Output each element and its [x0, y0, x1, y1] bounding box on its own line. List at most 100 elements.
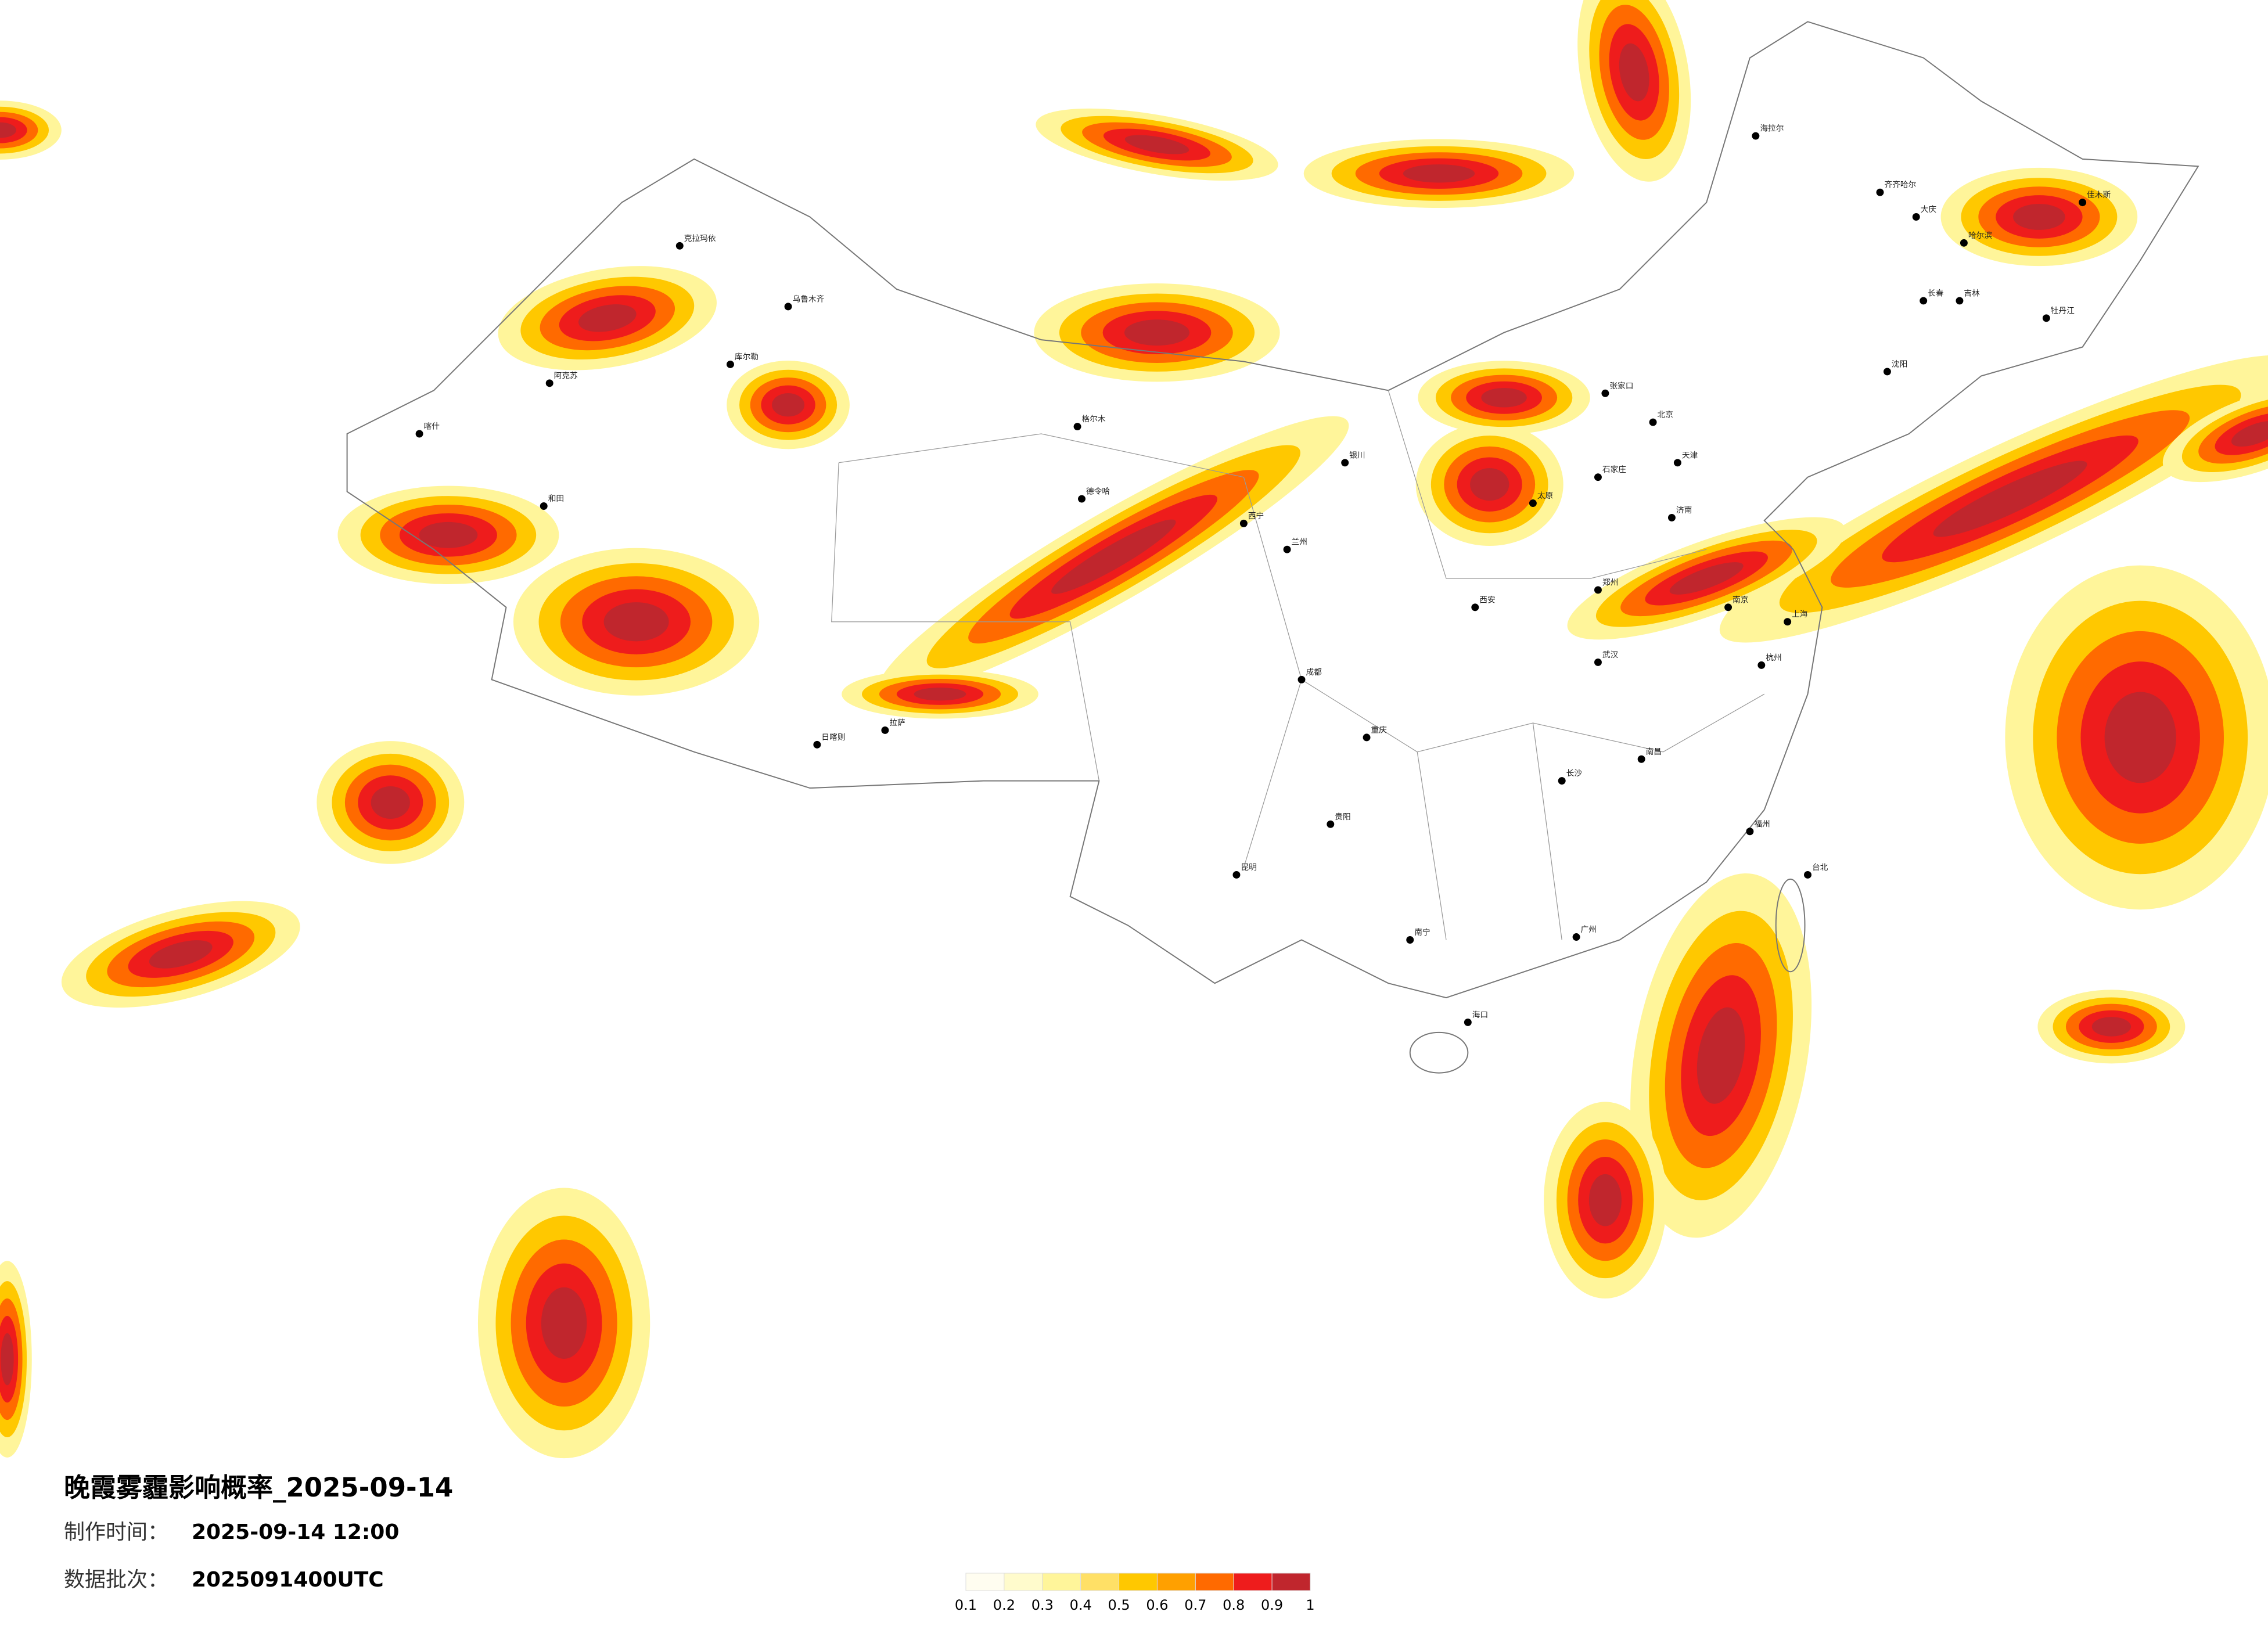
city-label: 西安 — [1479, 595, 1495, 605]
city-label: 兰州 — [1292, 538, 1307, 547]
city-label: 太原 — [1537, 491, 1553, 501]
city-label: 喀什 — [424, 422, 440, 431]
haze-blob — [1933, 461, 2087, 537]
city-dot — [1876, 188, 1884, 196]
city-label: 长沙 — [1566, 769, 1583, 778]
haze-blob — [541, 1287, 587, 1359]
city-label: 上海 — [1792, 610, 1808, 619]
city-dot — [1297, 675, 1306, 684]
city-dot — [1752, 132, 1760, 140]
haze-blob — [1051, 519, 1176, 594]
province-lines — [831, 390, 1765, 940]
haze-blob — [1403, 164, 1475, 183]
city-label: 沈阳 — [1892, 359, 1907, 369]
city-dot — [1594, 658, 1602, 666]
city-label: 阿克苏 — [554, 371, 578, 380]
haze-blob — [1619, 43, 1649, 102]
colorbar-segment — [1271, 1573, 1311, 1591]
city-label: 郑州 — [1602, 578, 1618, 587]
city-dot — [1341, 459, 1349, 467]
city-label: 德令哈 — [1086, 487, 1110, 497]
haze-blob — [149, 940, 213, 969]
city-label: 齐齐哈尔 — [1884, 181, 1916, 190]
city-label: 重庆 — [1371, 725, 1388, 735]
city-dot — [545, 379, 553, 387]
city-dot — [1283, 545, 1291, 553]
city-dot — [1673, 459, 1681, 467]
city-dot — [726, 361, 734, 368]
city-label: 广州 — [1581, 925, 1597, 934]
city-label: 北京 — [1658, 411, 1673, 420]
city-dot — [1649, 418, 1657, 426]
haze-blob — [2091, 1017, 2132, 1037]
china-outline — [346, 21, 2199, 999]
haze-blob — [772, 393, 805, 417]
colorbar-tick-label: 0.5 — [1108, 1597, 1130, 1613]
city-label: 和田 — [548, 494, 564, 503]
city-label: 大庆 — [1921, 205, 1937, 214]
city-label: 杭州 — [1766, 653, 1781, 663]
city-dot — [1883, 368, 1891, 376]
city-dot — [1594, 586, 1602, 594]
haze-blob — [1124, 135, 1189, 154]
hainan-outline — [1409, 1031, 1469, 1074]
haze-blob — [1481, 387, 1527, 408]
haze-blob — [1124, 319, 1190, 346]
batch-label: 数据批次： — [64, 1568, 168, 1592]
city-dot — [1601, 389, 1609, 397]
city-label: 西宁 — [1248, 511, 1264, 521]
city-label: 乌鲁木齐 — [793, 294, 825, 304]
city-label: 日喀则 — [821, 733, 845, 742]
city-dot — [1572, 933, 1580, 941]
haze-blob — [1588, 1174, 1622, 1226]
colorbar-segment — [1195, 1573, 1234, 1591]
city-label: 海口 — [1472, 1010, 1488, 1020]
city-label: 格尔木 — [1082, 415, 1106, 424]
haze-blob — [2231, 420, 2268, 447]
city-label: 福州 — [1754, 819, 1770, 829]
city-dot — [1912, 213, 1920, 221]
haze-blob — [578, 304, 637, 332]
colorbar-segment — [1080, 1573, 1120, 1591]
city-dot — [415, 430, 423, 438]
colorbar-segment — [1119, 1573, 1158, 1591]
city-label: 佳木斯 — [2087, 190, 2111, 200]
made-time: 2025-09-14 12:00 — [192, 1520, 399, 1544]
colorbar-segment — [1156, 1573, 1196, 1591]
city-dot — [1558, 777, 1566, 785]
city-label: 库尔勒 — [735, 352, 759, 362]
haze-blob — [0, 122, 17, 138]
haze-blob — [1669, 562, 1744, 595]
city-dot — [2079, 199, 2087, 207]
map-title: 晚霞雾霾影响概率_2025-09-14 — [64, 1472, 453, 1503]
city-label: 成都 — [1306, 668, 1322, 677]
city-dot — [1464, 1018, 1472, 1026]
city-dot — [1232, 870, 1241, 879]
city-dot — [675, 242, 684, 250]
city-dot — [1594, 473, 1602, 481]
city-label: 石家庄 — [1602, 465, 1626, 474]
haze-blob — [1470, 468, 1509, 501]
haze-layer — [0, 0, 2268, 1459]
city-dot — [1784, 618, 1792, 626]
haze-blob — [1, 1333, 14, 1386]
city-label: 哈尔滨 — [1968, 231, 1992, 240]
city-label: 牡丹江 — [2051, 306, 2075, 315]
city-dot — [881, 726, 889, 734]
city-dot — [1746, 828, 1754, 836]
city-dot — [1956, 297, 1964, 305]
haze-blob — [603, 602, 669, 642]
city-dot — [1239, 519, 1248, 527]
colorbar-tick-label: 0.2 — [993, 1597, 1015, 1613]
city-label: 贵阳 — [1335, 812, 1350, 822]
city-dot — [1471, 603, 1479, 611]
city-label: 南宁 — [1414, 927, 1430, 937]
city-label: 南昌 — [1646, 747, 1662, 757]
city-label: 武汉 — [1602, 650, 1619, 660]
city-dot — [1078, 495, 1086, 503]
haze-blob — [2104, 692, 2176, 783]
city-dot — [1757, 661, 1766, 669]
colorbar: 0.1 0.2 0.3 0.4 0.5 0.6 0.7 0.8 0.9 1 — [955, 1573, 1315, 1613]
